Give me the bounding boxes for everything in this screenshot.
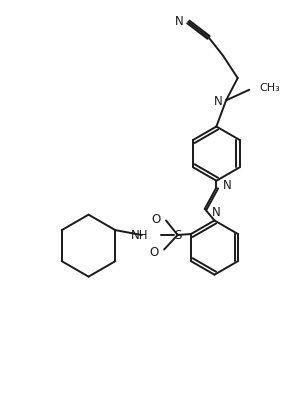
Text: NH: NH (131, 229, 149, 242)
Text: N: N (214, 94, 222, 108)
Text: N: N (212, 206, 220, 219)
Text: N: N (175, 16, 183, 28)
Text: O: O (151, 213, 160, 225)
Text: S: S (174, 229, 181, 242)
Text: CH₃: CH₃ (259, 83, 280, 92)
Text: O: O (149, 245, 158, 258)
Text: N: N (223, 179, 232, 192)
